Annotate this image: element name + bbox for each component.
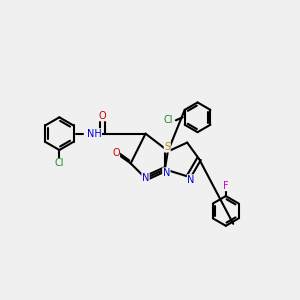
Text: F: F [223,181,229,191]
Text: O: O [99,111,106,121]
Text: NH: NH [87,129,101,139]
Text: Cl: Cl [55,158,64,168]
Text: Cl: Cl [163,115,172,125]
Text: N: N [142,173,149,183]
Text: N: N [163,168,170,178]
Text: N: N [187,175,195,185]
Text: S: S [164,142,170,152]
Text: O: O [112,148,120,158]
